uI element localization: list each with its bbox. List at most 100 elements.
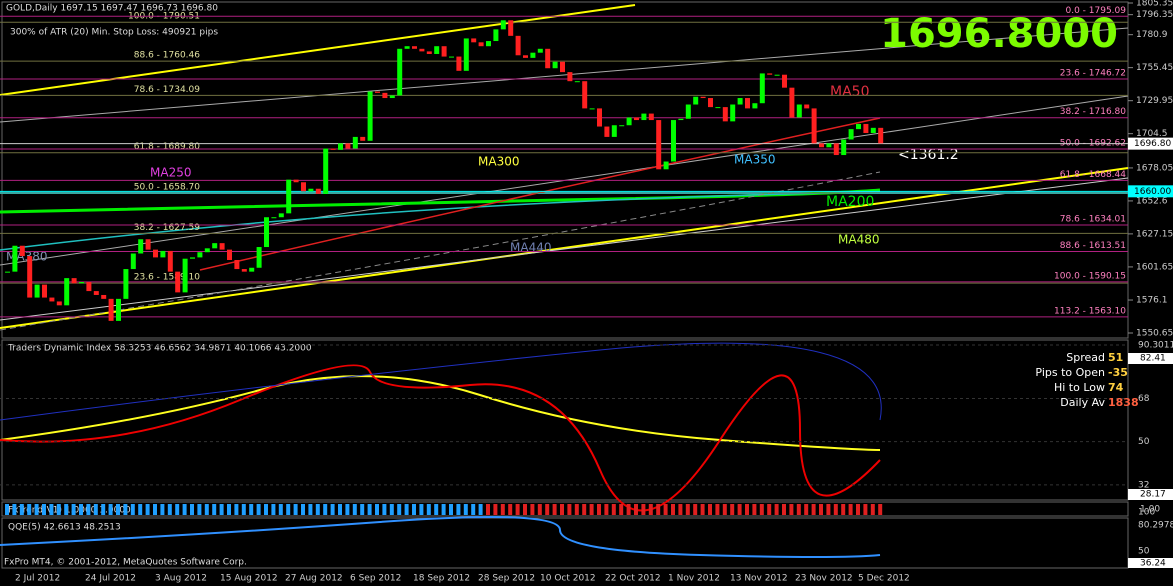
fib-label: 88.6 - 1760.46 xyxy=(134,51,200,61)
candle xyxy=(767,73,773,75)
ma-label: MA440 xyxy=(510,241,551,255)
trend-bar xyxy=(227,504,231,515)
trend-bar xyxy=(449,504,453,515)
trend-bar xyxy=(352,504,357,515)
big-price: 1696.8000 xyxy=(880,11,1118,57)
y-tick-label: 1805.35 xyxy=(1136,0,1173,9)
candle xyxy=(404,46,410,49)
trend-bar xyxy=(130,504,135,515)
candle xyxy=(678,118,684,121)
trend-bar xyxy=(819,504,823,515)
trend-bar xyxy=(833,504,838,515)
trend-bar xyxy=(722,504,727,515)
candle xyxy=(626,117,632,126)
trend-bar xyxy=(811,504,816,515)
trend-bar xyxy=(93,504,98,515)
trend-bar xyxy=(500,504,505,515)
candle xyxy=(197,252,203,258)
fib-label: 61.8 - 1689.80 xyxy=(134,142,200,152)
trend-bar xyxy=(826,504,831,515)
trend-bar xyxy=(315,504,320,515)
candle xyxy=(685,104,691,119)
candle xyxy=(463,38,469,71)
candle xyxy=(419,48,425,52)
date-label: 24 Jul 2012 xyxy=(85,574,136,584)
candle xyxy=(863,123,869,134)
trend-bar xyxy=(64,504,69,515)
trend-bar xyxy=(182,504,187,515)
fib-label: 0.0 - 1795.09 xyxy=(1066,6,1127,16)
trend-bar xyxy=(774,504,779,515)
trend-bar xyxy=(175,504,180,515)
candle xyxy=(700,96,706,99)
candle xyxy=(101,294,107,299)
trend-bar xyxy=(212,504,217,515)
trend-bar xyxy=(278,504,283,515)
candle xyxy=(641,113,647,121)
trend-bar xyxy=(389,504,394,515)
trend-bar xyxy=(86,504,91,515)
trend-bar xyxy=(397,504,402,515)
fib-label: 23.6 - 1589.10 xyxy=(134,273,200,283)
candle xyxy=(878,127,884,144)
candle xyxy=(693,96,699,105)
note: <1361.2 xyxy=(898,147,959,163)
trend-bar xyxy=(5,504,9,515)
trend-bar xyxy=(693,504,698,515)
info-value: -35 xyxy=(1108,366,1128,379)
trend-bar xyxy=(582,504,587,515)
trend-bar xyxy=(71,504,76,515)
trend-bar xyxy=(101,504,106,515)
trend-bar xyxy=(715,504,720,515)
candle xyxy=(426,51,432,54)
candle xyxy=(204,248,210,253)
info-label: Daily Av xyxy=(1060,396,1105,409)
candle xyxy=(515,35,521,56)
trend-bar xyxy=(219,504,224,515)
candle xyxy=(153,249,158,258)
trend-bar xyxy=(138,504,143,515)
trend-bar xyxy=(323,504,328,515)
tdi-tick-label: 68 xyxy=(1138,394,1150,404)
trend-bar xyxy=(663,504,668,515)
qqe-tick-label: 80.2978 xyxy=(1138,521,1173,531)
candle xyxy=(256,247,262,268)
trend-bar xyxy=(123,504,128,515)
trend-bar xyxy=(656,504,661,515)
trend-bar xyxy=(434,504,439,515)
y-tick-label: 1755.45 xyxy=(1136,63,1173,73)
trend-bar xyxy=(856,504,860,515)
candle xyxy=(530,52,536,58)
candle xyxy=(79,282,84,284)
candle xyxy=(389,95,395,99)
trend-bar xyxy=(145,504,150,515)
trend-bar xyxy=(241,504,246,515)
trend-bar xyxy=(737,504,742,515)
trend-bar xyxy=(515,504,520,515)
tdi-tick-label: 50 xyxy=(1138,437,1150,447)
tdi-hi: 82.41 xyxy=(1140,354,1166,364)
trend-bar xyxy=(789,504,794,515)
trend-bar xyxy=(42,504,46,515)
fib-label: 38.2 - 1716.80 xyxy=(1060,107,1126,117)
trend-bar xyxy=(486,504,490,515)
ma-label: MA200 xyxy=(826,194,874,210)
trend-bar xyxy=(463,504,468,515)
candle xyxy=(449,56,454,58)
candle xyxy=(708,98,713,108)
price-box xyxy=(1128,137,1173,150)
date-label: 3 Aug 2012 xyxy=(155,574,207,584)
trend-bar xyxy=(767,504,772,515)
candle xyxy=(360,136,366,141)
candle xyxy=(301,182,306,192)
candle xyxy=(560,61,565,73)
fib-label: 61.8 - 1668.44 xyxy=(1060,170,1126,180)
candle xyxy=(271,217,277,219)
candle xyxy=(523,55,528,58)
trend-bar xyxy=(708,504,712,515)
candle xyxy=(870,127,876,134)
trend-bar xyxy=(759,504,764,515)
candle xyxy=(12,245,18,272)
candle xyxy=(759,73,765,104)
candle xyxy=(308,188,314,192)
